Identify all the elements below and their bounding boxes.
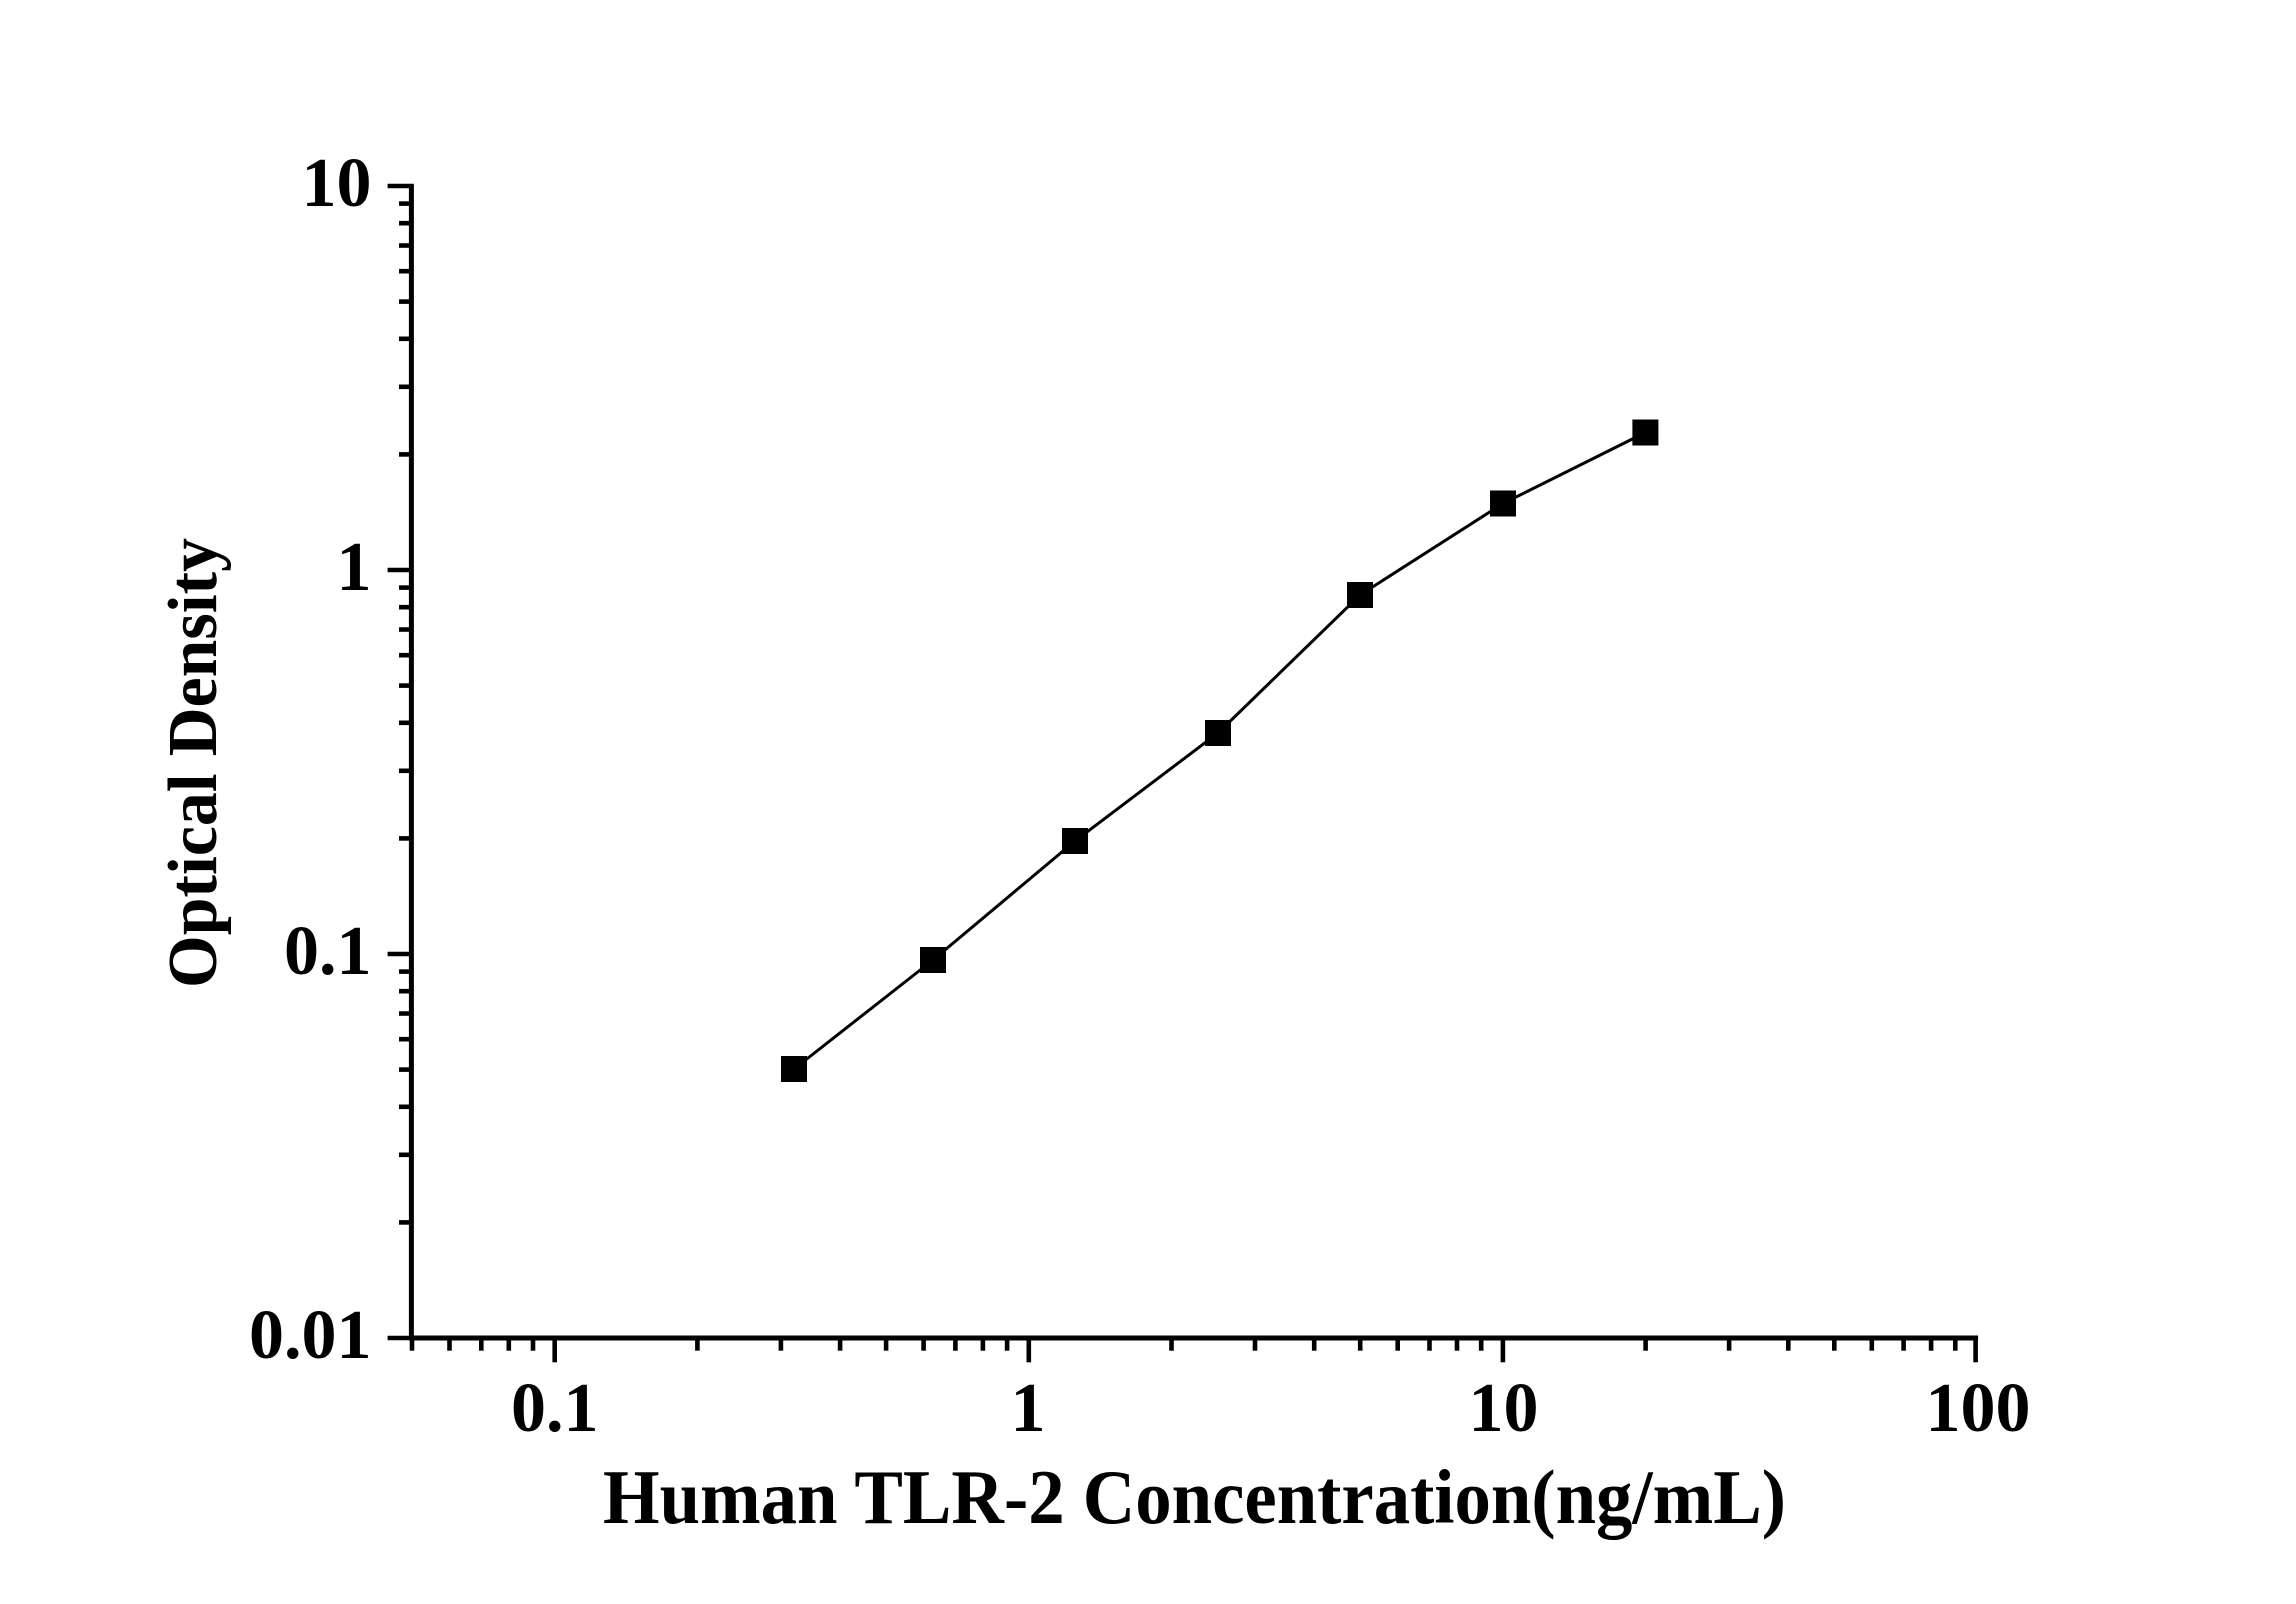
svg-text:Optical Density: Optical Density <box>155 538 232 988</box>
svg-text:1: 1 <box>1011 1370 1046 1447</box>
svg-text:10: 10 <box>1469 1370 1539 1447</box>
svg-text:100: 100 <box>1926 1370 2031 1447</box>
svg-text:1: 1 <box>337 529 372 606</box>
svg-text:0.01: 0.01 <box>249 1297 372 1374</box>
svg-text:0.1: 0.1 <box>284 913 372 990</box>
svg-text:Human TLR-2 Concentration(ng/m: Human TLR-2 Concentration(ng/mL) <box>603 1454 1786 1540</box>
svg-text:0.1: 0.1 <box>511 1370 599 1447</box>
svg-text:10: 10 <box>302 145 372 222</box>
